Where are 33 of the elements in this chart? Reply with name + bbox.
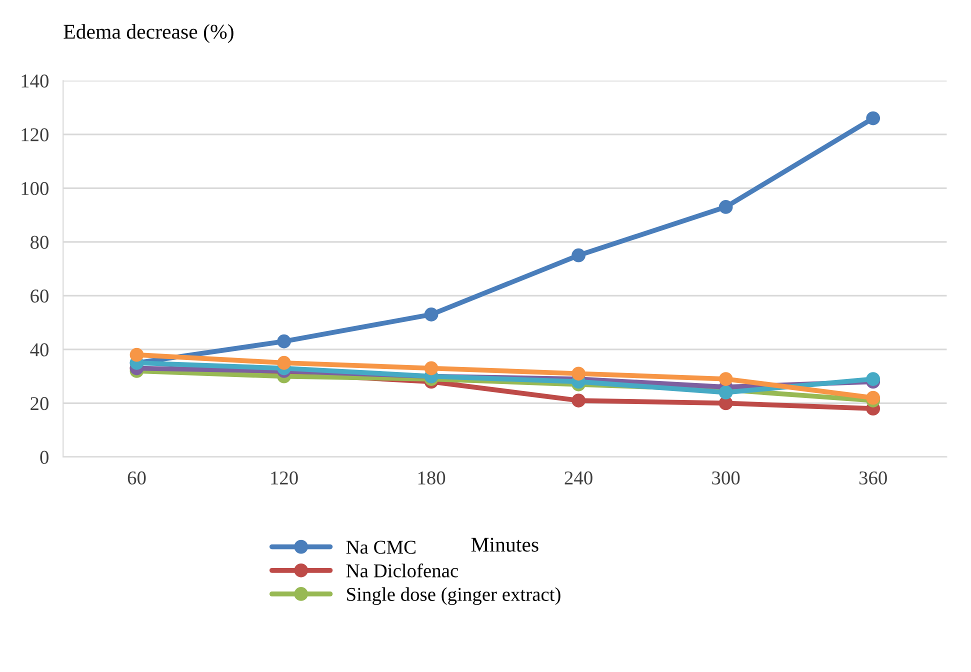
x-tick-label: 60 (128, 471, 146, 485)
point (866, 372, 880, 386)
y-tick-label: 140 (22, 74, 48, 88)
y-tick-label: 20 (30, 397, 48, 410)
point (866, 111, 880, 126)
point (866, 390, 880, 405)
point (718, 200, 733, 214)
point (572, 394, 586, 408)
y-tick-label: 120 (22, 128, 48, 142)
point (572, 248, 586, 262)
point (572, 366, 586, 381)
legend-label: Na CMC (346, 540, 416, 554)
x-tick-label: 120 (271, 471, 298, 485)
point (424, 308, 438, 322)
y-tick-label: 80 (30, 236, 48, 249)
y-tick-label: 0 (40, 450, 48, 464)
point (277, 334, 291, 348)
x-tick-label: 300 (712, 471, 740, 485)
x-tick-label: 360 (859, 471, 887, 485)
point (130, 348, 144, 362)
legend-label: Na Diclofenac (346, 564, 458, 578)
point (424, 361, 438, 376)
x-tick-label: 240 (564, 471, 592, 485)
y-tick-label: 100 (22, 182, 48, 196)
point (718, 372, 733, 386)
y-axis-title: Edema decrease (%) (64, 24, 234, 44)
y-tick-label: 60 (30, 289, 48, 303)
x-tick-label: 180 (418, 471, 446, 485)
x-axis-title: Minutes (471, 538, 538, 552)
y-tick-label: 40 (30, 343, 48, 356)
point (718, 386, 733, 400)
legend-label: Single dose (ginger extract) (347, 587, 560, 605)
point (277, 356, 291, 370)
